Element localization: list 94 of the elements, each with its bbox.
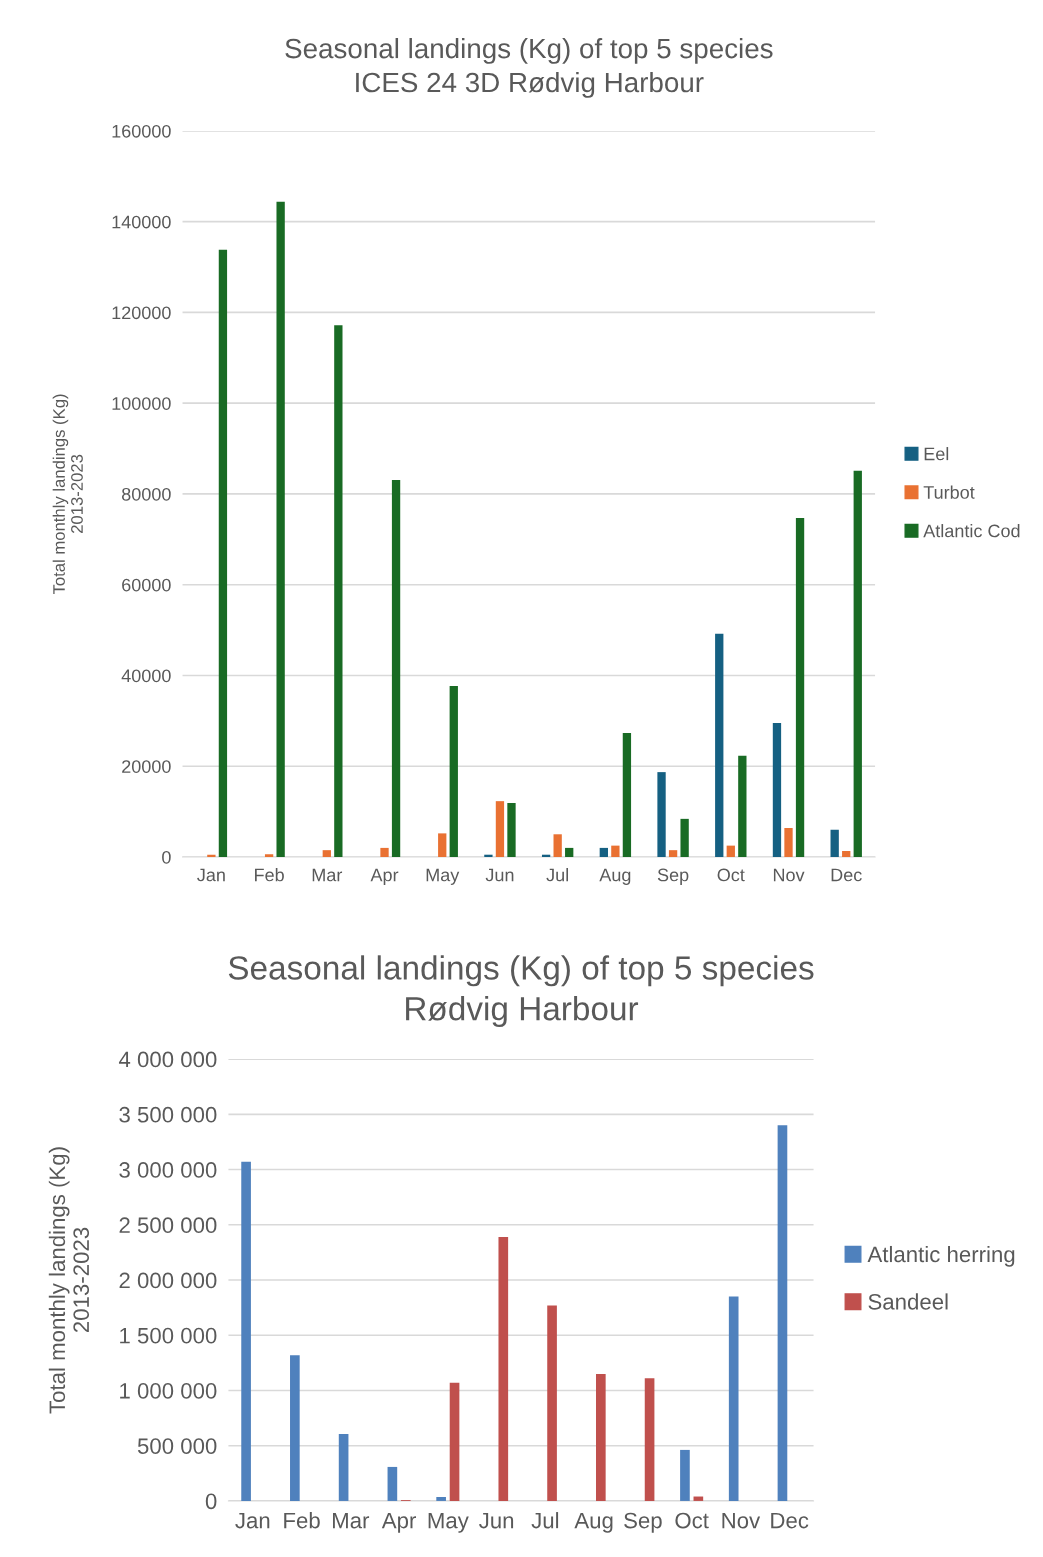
- y-tick-label: 3 000 000: [119, 1162, 217, 1178]
- bar: [449, 1382, 460, 1501]
- chart-title: Seasonal landings (Kg) of top 5 species ICES 24 3D Rødvig Harbour: [285, 37, 773, 98]
- bar: [596, 1373, 606, 1501]
- y-tick-label: 60000: [122, 578, 171, 592]
- x-tick-label: Jan: [197, 868, 225, 882]
- bar: [622, 733, 632, 857]
- bar: [553, 834, 562, 857]
- x-tick-label: Aug: [574, 1512, 613, 1533]
- x-tick-label: Apr: [370, 868, 399, 885]
- bar: [380, 847, 389, 857]
- legend-label: Sandeel: [868, 1293, 948, 1310]
- bar: [218, 249, 228, 857]
- legend-label: Atlantic herring: [867, 1245, 1015, 1267]
- bar: [728, 1296, 739, 1501]
- bar: [565, 847, 574, 857]
- bar: [668, 850, 678, 857]
- legend-label: Eel: [924, 447, 949, 461]
- y-tick-label: 1 000 000: [120, 1383, 217, 1399]
- y-tick-label: 20000: [122, 760, 171, 773]
- bar: [290, 1355, 300, 1501]
- bar: [680, 1449, 690, 1501]
- y-tick-label: 500 000: [137, 1438, 217, 1454]
- x-tick-label: Jan: [235, 1512, 270, 1529]
- y-tick-label: 0: [205, 1493, 217, 1510]
- y-axis-title: Total monthly landings (Kg) 2013-2023: [48, 1147, 90, 1414]
- bar: [334, 325, 343, 857]
- bar: [484, 854, 493, 857]
- x-tick-label: May: [426, 868, 460, 885]
- bar: [853, 470, 862, 857]
- bar: [738, 755, 747, 857]
- bar: [436, 1496, 446, 1501]
- y-tick-label: 0: [162, 850, 171, 864]
- bar: [276, 201, 285, 857]
- bar: [338, 1434, 349, 1501]
- x-tick-label: Dec: [771, 1512, 809, 1529]
- bar: [507, 802, 516, 857]
- y-tick-label: 2 000 000: [119, 1272, 217, 1289]
- x-tick-label: Aug: [599, 868, 631, 885]
- x-tick-label: Mar: [333, 1512, 370, 1529]
- bar: [726, 845, 735, 857]
- bar: [547, 1305, 557, 1501]
- bar: [795, 518, 805, 857]
- y-tick-label: 160000: [112, 124, 171, 138]
- x-tick-label: Apr: [381, 1512, 416, 1533]
- bar: [599, 847, 608, 857]
- bar: [322, 850, 331, 857]
- x-tick-label: Jun: [479, 1512, 514, 1529]
- y-tick-label: 120000: [112, 306, 171, 320]
- x-tick-label: Feb: [255, 868, 284, 882]
- bar: [772, 723, 782, 857]
- x-tick-label: Jul: [531, 1512, 559, 1529]
- bar: [449, 685, 458, 857]
- y-axis-title: Total monthly landings (Kg) 2013-2023: [52, 394, 83, 595]
- x-tick-label: Feb: [284, 1512, 320, 1529]
- bar: [644, 1378, 655, 1501]
- bar: [391, 479, 401, 857]
- x-tick-label: Oct: [675, 1512, 709, 1529]
- x-tick-label: Sep: [657, 868, 689, 885]
- x-tick-label: Nov: [773, 868, 805, 882]
- legend-label: Atlantic Cod: [923, 524, 1020, 538]
- bar: [387, 1466, 398, 1501]
- y-tick-label: 100000: [112, 397, 171, 410]
- bar: [207, 854, 216, 857]
- bar: [611, 845, 620, 857]
- x-tick-label: Oct: [717, 868, 745, 882]
- y-tick-label: 80000: [122, 487, 171, 501]
- x-tick-label: Nov: [722, 1512, 761, 1529]
- bar: [241, 1161, 251, 1501]
- y-tick-label: 4 000 000: [118, 1051, 217, 1068]
- x-tick-label: May: [428, 1512, 469, 1533]
- x-tick-label: Sep: [624, 1512, 662, 1533]
- bar: [498, 1236, 509, 1501]
- y-tick-label: 40000: [121, 669, 171, 683]
- bar: [680, 818, 689, 857]
- chart-title: Seasonal landings (Kg) of top 5 species Rødvig Harbour: [228, 955, 814, 1028]
- bar: [264, 854, 274, 857]
- y-tick-label: 140000: [112, 215, 171, 229]
- bar: [715, 633, 724, 857]
- bar: [495, 801, 505, 857]
- x-tick-label: Mar: [312, 868, 343, 882]
- legend-label: Turbot: [923, 485, 975, 499]
- x-tick-label: Jul: [546, 868, 568, 882]
- bar: [777, 1125, 788, 1501]
- y-tick-label: 3 500 000: [119, 1106, 217, 1123]
- bar: [657, 772, 666, 857]
- x-tick-label: Dec: [831, 868, 862, 882]
- bar: [830, 829, 839, 857]
- y-tick-label: 1 500 000: [120, 1327, 217, 1344]
- bar: [784, 827, 793, 857]
- y-tick-label: 2 500 000: [119, 1217, 217, 1234]
- bar: [842, 851, 851, 857]
- x-tick-label: Jun: [485, 868, 514, 882]
- bar: [438, 833, 447, 857]
